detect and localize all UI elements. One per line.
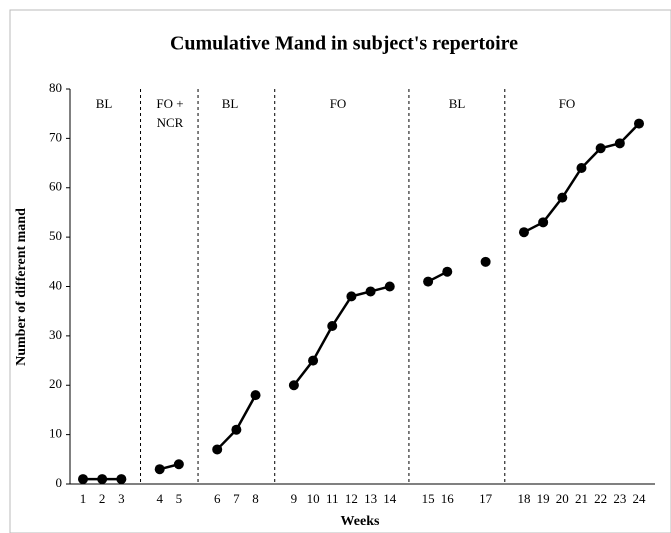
x-tick-label: 13 — [364, 491, 377, 506]
x-tick-label: 22 — [594, 491, 607, 506]
x-tick-label: 20 — [556, 491, 569, 506]
x-tick-label: 11 — [326, 491, 339, 506]
x-tick-label: 23 — [613, 491, 626, 506]
data-point — [538, 217, 549, 228]
phase-label: BL — [96, 96, 113, 111]
data-point — [231, 424, 242, 435]
x-tick-label: 8 — [252, 491, 259, 506]
data-point — [576, 163, 587, 173]
data-point — [97, 474, 108, 485]
data-point — [614, 138, 625, 149]
data-point — [346, 291, 357, 302]
x-tick-label: 17 — [479, 491, 493, 506]
data-point — [384, 281, 395, 292]
x-tick-label: 21 — [575, 491, 588, 506]
y-tick-label: 50 — [49, 228, 62, 243]
x-tick-label: 3 — [118, 491, 125, 506]
x-tick-label: 5 — [176, 491, 183, 506]
data-point — [78, 474, 88, 485]
data-point — [212, 444, 223, 455]
x-tick-label: 12 — [345, 491, 358, 506]
data-point — [116, 474, 127, 485]
data-point — [327, 321, 338, 331]
data-point — [250, 390, 261, 401]
x-axis-label: Weeks — [341, 514, 380, 529]
x-tick-label: 19 — [537, 491, 550, 506]
phase-label: FO — [330, 96, 347, 111]
y-tick-label: 20 — [49, 376, 62, 391]
y-tick-label: 70 — [49, 129, 62, 144]
y-tick-label: 10 — [49, 426, 62, 441]
data-point — [442, 266, 453, 277]
x-tick-label: 9 — [291, 491, 298, 506]
y-tick-label: 30 — [49, 327, 62, 342]
y-tick-label: 0 — [56, 475, 63, 490]
data-point — [480, 256, 491, 267]
y-tick-label: 80 — [49, 80, 62, 95]
data-point — [595, 143, 606, 154]
x-tick-label: 15 — [422, 491, 435, 506]
x-tick-label: 16 — [441, 491, 455, 506]
x-tick-label: 7 — [233, 491, 240, 506]
data-point — [423, 276, 434, 287]
x-tick-label: 24 — [633, 491, 647, 506]
x-tick-label: 6 — [214, 491, 221, 506]
phase-label: NCR — [157, 115, 184, 130]
data-point — [308, 355, 319, 366]
phase-label: BL — [222, 96, 239, 111]
x-tick-label: 14 — [383, 491, 397, 506]
data-point — [518, 227, 529, 238]
phase-label: FO + — [156, 96, 183, 111]
data-point — [634, 118, 644, 129]
data-point — [173, 459, 184, 470]
phase-label: FO — [559, 96, 576, 111]
data-point — [288, 380, 299, 391]
x-tick-label: 4 — [156, 491, 163, 506]
frame — [9, 9, 671, 533]
data-point — [365, 286, 376, 297]
x-tick-label: 10 — [307, 491, 320, 506]
y-axis-label: Number of different mand — [14, 208, 29, 366]
x-tick-label: 18 — [517, 491, 530, 506]
phase-label: BL — [449, 96, 466, 111]
data-point — [557, 192, 568, 203]
x-tick-label: 2 — [99, 491, 106, 506]
chart-title: Cumulative Mand in subject's repertoire — [170, 33, 518, 55]
y-tick-label: 60 — [49, 179, 62, 194]
x-tick-label: 1 — [80, 491, 87, 506]
y-tick-label: 40 — [49, 277, 62, 292]
data-point — [154, 464, 165, 475]
